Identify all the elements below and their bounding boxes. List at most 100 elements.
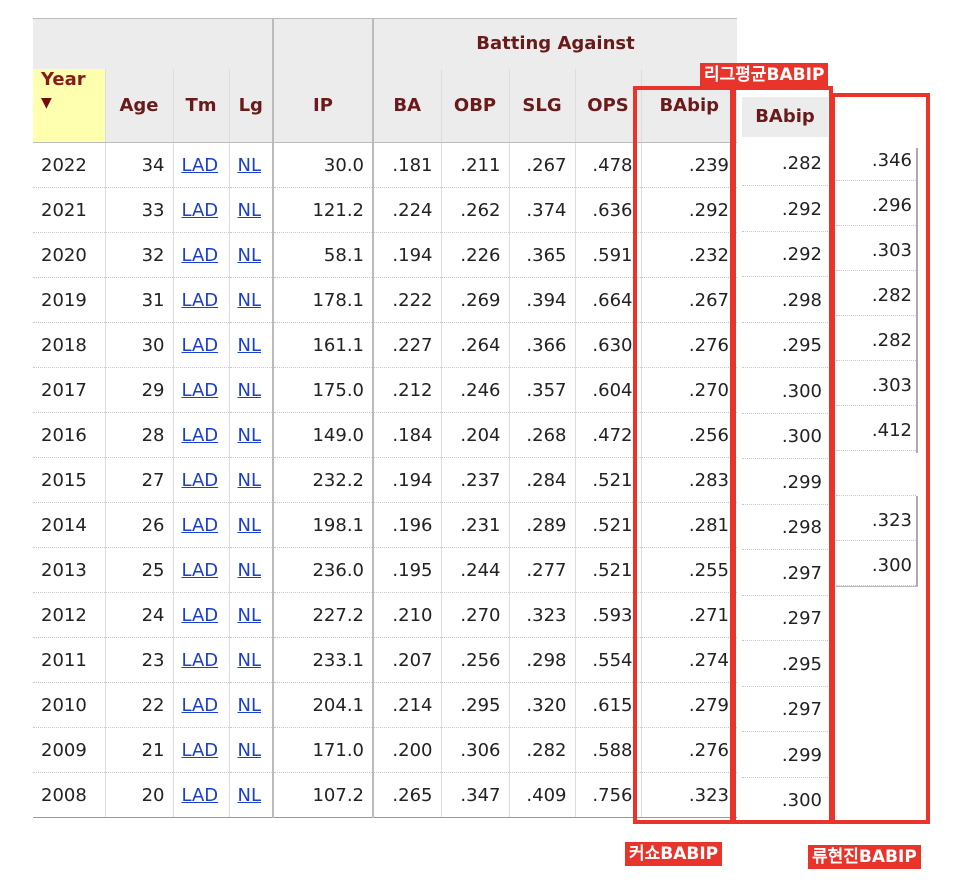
ryu-babip-value: .303 [871, 240, 912, 261]
league-link[interactable]: NL [228, 592, 273, 638]
league-link-text[interactable]: NL [237, 784, 262, 806]
team-link-text[interactable]: LAD [181, 649, 219, 671]
league-link[interactable]: NL [228, 727, 273, 773]
team-link[interactable]: LAD [172, 637, 229, 683]
league-row-divider [742, 594, 828, 596]
team-link-text[interactable]: LAD [181, 559, 219, 581]
team-link[interactable]: LAD [172, 367, 229, 413]
league-header[interactable]: Lg [228, 68, 273, 143]
team-link-text[interactable]: LAD [181, 154, 219, 176]
league-link-text[interactable]: NL [237, 469, 262, 491]
team-link[interactable]: LAD [172, 682, 229, 728]
league-link-text[interactable]: NL [237, 649, 262, 671]
team-link[interactable]: LAD [172, 547, 229, 593]
babip-cell: .283 [640, 457, 737, 503]
team-link-text[interactable]: LAD [181, 289, 219, 311]
obp-header[interactable]: OBP [440, 68, 509, 143]
team-link[interactable]: LAD [172, 412, 229, 458]
league-link-text[interactable]: NL [237, 604, 262, 626]
year-cell: 2015 [33, 457, 105, 503]
team-link[interactable]: LAD [172, 727, 229, 773]
slg-cell: .409 [508, 772, 575, 818]
league-babip-header[interactable]: BAbip [742, 97, 828, 137]
ops-cell: .756 [574, 772, 641, 818]
age-header[interactable]: Age [104, 68, 173, 143]
league-link[interactable]: NL [228, 367, 273, 413]
team-link[interactable]: LAD [172, 277, 229, 323]
league-link-text[interactable]: NL [237, 694, 262, 716]
team-link-text[interactable]: LAD [181, 379, 219, 401]
team-link[interactable]: LAD [172, 592, 229, 638]
league-link-text[interactable]: NL [237, 334, 262, 356]
age-cell: 24 [104, 592, 173, 638]
ip-cell: 232.2 [272, 457, 373, 503]
team-link[interactable]: LAD [172, 187, 229, 233]
league-babip-value: .297 [781, 699, 822, 720]
slg-cell: .374 [508, 187, 575, 233]
team-link[interactable]: LAD [172, 502, 229, 548]
team-link-text[interactable]: LAD [181, 424, 219, 446]
year-cell: 2017 [33, 367, 105, 413]
league-link[interactable]: NL [228, 457, 273, 503]
table-row: 2015 27 LAD NL 232.2.194.237.284.521.283 [33, 457, 737, 503]
league-link[interactable]: NL [228, 502, 273, 548]
league-link[interactable]: NL [228, 547, 273, 593]
team-link-text[interactable]: LAD [181, 739, 219, 761]
league-link[interactable]: NL [228, 187, 273, 233]
team-link-text[interactable]: LAD [181, 244, 219, 266]
age-cell: 34 [104, 142, 173, 188]
team-link[interactable]: LAD [172, 142, 229, 188]
league-link-text[interactable]: NL [237, 289, 262, 311]
ops-header[interactable]: OPS [574, 68, 641, 143]
slg-cell: .365 [508, 232, 575, 278]
team-link[interactable]: LAD [172, 322, 229, 368]
team-link-text[interactable]: LAD [181, 469, 219, 491]
league-link[interactable]: NL [228, 682, 273, 728]
league-link[interactable]: NL [228, 232, 273, 278]
ip-header[interactable]: IP [272, 68, 373, 143]
league-link[interactable]: NL [228, 412, 273, 458]
league-link[interactable]: NL [228, 637, 273, 683]
ba-cell: .207 [372, 637, 441, 683]
slg-cell: .267 [508, 142, 575, 188]
league-link-text[interactable]: NL [237, 154, 262, 176]
team-header[interactable]: Tm [172, 68, 229, 143]
league-link[interactable]: NL [228, 142, 273, 188]
team-link-text[interactable]: LAD [181, 334, 219, 356]
team-link[interactable]: LAD [172, 232, 229, 278]
obp-cell: .262 [440, 187, 509, 233]
table-row: 2008 20 LAD NL 107.2.265.347.409.756.323 [33, 772, 737, 818]
league-link-text[interactable]: NL [237, 199, 262, 221]
team-link-text[interactable]: LAD [181, 694, 219, 716]
ops-cell: .521 [574, 547, 641, 593]
league-link[interactable]: NL [228, 322, 273, 368]
league-link-text[interactable]: NL [237, 244, 262, 266]
team-link-text[interactable]: LAD [181, 604, 219, 626]
league-row-divider [742, 367, 828, 368]
league-link[interactable]: NL [228, 772, 273, 818]
league-link-text[interactable]: NL [237, 424, 262, 446]
ryu-column-border-top [916, 148, 918, 453]
year-sort-header[interactable]: Year ▼ [33, 68, 105, 143]
league-row-divider [742, 230, 828, 232]
slg-header[interactable]: SLG [508, 68, 575, 143]
sort-down-icon: ▼ [41, 94, 52, 111]
league-link-text[interactable]: NL [237, 514, 262, 536]
babip-cell: .239 [640, 142, 737, 188]
league-row-divider [742, 276, 828, 277]
league-link-text[interactable]: NL [237, 559, 262, 581]
league-link-text[interactable]: NL [237, 739, 262, 761]
league-row-divider [742, 503, 828, 505]
team-link-text[interactable]: LAD [181, 199, 219, 221]
team-link[interactable]: LAD [172, 772, 229, 818]
babip-cell: .256 [640, 412, 737, 458]
team-link-text[interactable]: LAD [181, 784, 219, 806]
team-link-text[interactable]: LAD [181, 514, 219, 536]
league-link-text[interactable]: NL [237, 379, 262, 401]
league-row-divider [742, 412, 828, 414]
team-link[interactable]: LAD [172, 457, 229, 503]
ba-header[interactable]: BA [372, 68, 441, 143]
table-row: 2018 30 LAD NL 161.1.227.264.366.630.276 [33, 322, 737, 368]
obp-cell: .256 [440, 637, 509, 683]
league-link[interactable]: NL [228, 277, 273, 323]
